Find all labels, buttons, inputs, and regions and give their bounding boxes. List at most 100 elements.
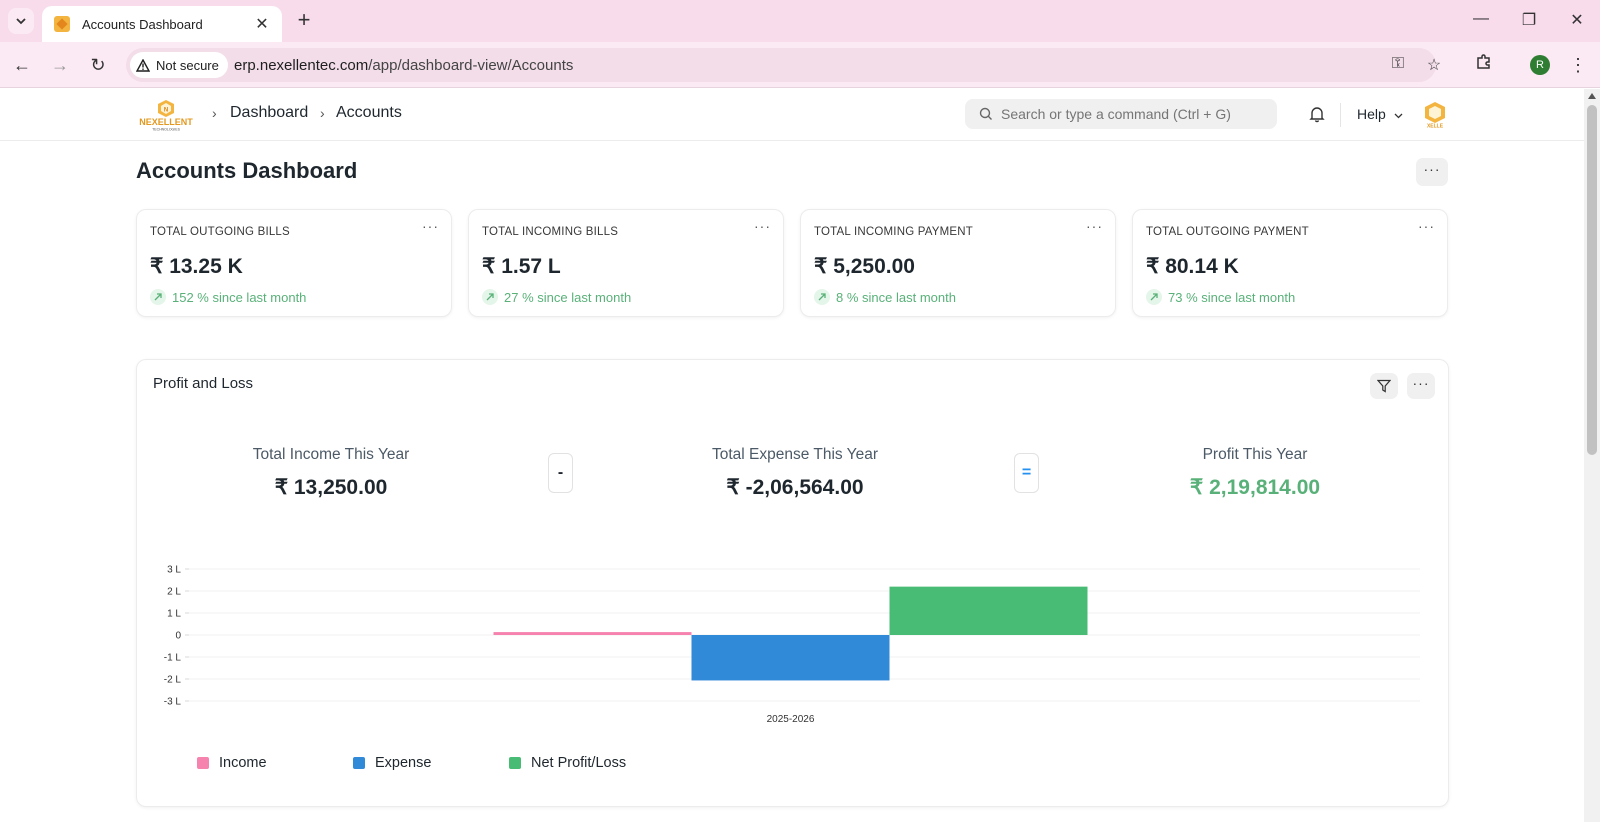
number-card-total-outgoing-payment[interactable]: TOTAL OUTGOING PAYMENT ··· ₹ 80.14 K 73 …: [1132, 209, 1448, 317]
summary-label: Profit This Year: [1202, 446, 1308, 463]
browser-toolbar: ← → ↻ Not secure erp.nexellentec.com/app…: [0, 42, 1600, 88]
trend-up-arrow-icon: [1146, 289, 1162, 305]
number-card-total-outgoing-bills[interactable]: TOTAL OUTGOING BILLS ··· ₹ 13.25 K 152 %…: [136, 209, 452, 317]
warning-icon: [136, 58, 150, 72]
trend-text: 152 % since last month: [172, 289, 307, 305]
trend-text: 73 % since last month: [1168, 289, 1296, 305]
card-value: ₹ 80.14 K: [1146, 255, 1239, 278]
close-icon[interactable]: ✕: [255, 16, 269, 33]
card-menu-button[interactable]: ···: [754, 218, 771, 234]
scroll-up-arrow-icon[interactable]: [1588, 93, 1596, 99]
forward-arrow-icon[interactable]: →: [51, 55, 69, 75]
card-trend: 8 % since last month: [814, 289, 956, 305]
url-path: /app/dashboard-view/Accounts: [368, 57, 574, 74]
bar-net-profit-loss: [889, 586, 1088, 635]
profit-and-loss-chart-card: Profit and Loss ··· Total Income This Ye…: [136, 359, 1449, 807]
bar-expense: [691, 635, 890, 681]
tab-title: Accounts Dashboard: [82, 16, 203, 32]
help-label: Help: [1357, 106, 1386, 122]
reload-icon[interactable]: ↻: [90, 55, 106, 75]
address-bar[interactable]: Not secure erp.nexellentec.com/app/dashb…: [126, 48, 1441, 82]
card-trend: 27 % since last month: [482, 289, 631, 305]
card-trend: 73 % since last month: [1146, 289, 1295, 305]
summary-total-income: Total Income This Year ₹ 13,250.00: [201, 446, 461, 500]
card-value: ₹ 13.25 K: [150, 255, 243, 278]
number-card-total-incoming-bills[interactable]: TOTAL INCOMING BILLS ··· ₹ 1.57 L 27 % s…: [468, 209, 784, 317]
legend-item-income[interactable]: Income: [197, 755, 267, 771]
awesomebar[interactable]: [965, 99, 1277, 129]
url-text[interactable]: erp.nexellentec.com/app/dashboard-view/A…: [234, 57, 573, 74]
url-host: erp.nexellentec.com: [234, 57, 369, 74]
security-chip[interactable]: Not secure: [130, 52, 228, 78]
card-title: TOTAL INCOMING PAYMENT: [814, 226, 974, 238]
tab-search-button[interactable]: [8, 8, 34, 34]
window-close-icon[interactable]: ✕: [1570, 12, 1584, 29]
filter-icon: [1377, 379, 1391, 393]
x-tick-label: 2025-2026: [767, 714, 815, 725]
y-tick-label: 2 L: [167, 587, 181, 598]
card-menu-button[interactable]: ···: [422, 218, 439, 234]
legend-label: Net Profit/Loss: [531, 755, 627, 771]
chart-more-button[interactable]: ···: [1407, 373, 1435, 399]
summary-value: ₹ 13,250.00: [274, 476, 388, 499]
restore-icon[interactable]: ❐: [1521, 12, 1537, 29]
breadcrumb-dashboard[interactable]: Dashboard: [230, 104, 309, 121]
header-divider: [1340, 103, 1341, 127]
card-menu-button[interactable]: ···: [1418, 218, 1435, 234]
chart-title: Profit and Loss: [153, 375, 254, 392]
security-label: Not secure: [156, 57, 219, 73]
legend-item-expense[interactable]: Expense: [353, 755, 431, 771]
breadcrumb-accounts[interactable]: Accounts: [336, 104, 402, 121]
new-tab-plus-icon[interactable]: +: [297, 7, 311, 32]
legend-swatch: [197, 757, 209, 769]
legend-label: Income: [219, 755, 267, 771]
extensions-puzzle-icon[interactable]: [1472, 53, 1496, 77]
number-card-total-incoming-payment[interactable]: TOTAL INCOMING PAYMENT ··· ₹ 5,250.00 8 …: [800, 209, 1116, 317]
card-title: TOTAL OUTGOING BILLS: [150, 226, 290, 238]
summary-profit: Profit This Year ₹ 2,19,814.00: [1125, 446, 1385, 500]
y-tick-label: -3 L: [164, 697, 182, 708]
y-tick-label: -1 L: [164, 653, 182, 664]
chevron-down-icon: [16, 17, 26, 24]
dashboard-more-button[interactable]: ···: [1416, 158, 1448, 186]
bookmark-star-icon[interactable]: ☆: [1426, 57, 1442, 74]
card-trend: 152 % since last month: [150, 289, 306, 305]
card-title: TOTAL INCOMING BILLS: [482, 226, 619, 238]
svg-text:XELLE: XELLE: [1427, 124, 1444, 130]
card-menu-button[interactable]: ···: [1086, 218, 1103, 234]
card-value: ₹ 5,250.00: [814, 255, 915, 278]
breadcrumb-chevron-icon: ›: [320, 105, 325, 121]
page-title: Accounts Dashboard: [136, 158, 358, 183]
nexellent-logo[interactable]: N NEXELLENT TECHNOLOGIES: [136, 98, 196, 132]
legend-item-net-profit-loss[interactable]: Net Profit/Loss: [509, 755, 626, 771]
breadcrumb-chevron-icon: ›: [212, 105, 217, 121]
back-arrow-icon[interactable]: ←: [13, 55, 31, 75]
key-icon[interactable]: ⚿: [1391, 55, 1405, 72]
notification-bell-icon[interactable]: [1308, 105, 1326, 123]
equals-operator: =: [1014, 453, 1039, 493]
chevron-down-icon: [1394, 113, 1403, 119]
browser-tab-strip: Accounts Dashboard ✕ + — ❐ ✕: [0, 0, 1600, 42]
y-tick-label: 1 L: [167, 609, 181, 620]
y-tick-label: -2 L: [164, 675, 182, 686]
browser-menu-icon[interactable]: ⋮: [1569, 55, 1587, 75]
user-avatar[interactable]: XELLE: [1420, 101, 1450, 129]
browser-tab[interactable]: Accounts Dashboard ✕: [42, 6, 282, 42]
minus-operator: -: [548, 453, 573, 493]
search-input[interactable]: [1001, 99, 1271, 129]
trend-text: 8 % since last month: [836, 289, 956, 305]
summary-label: Total Expense This Year: [711, 446, 879, 463]
legend-label: Expense: [375, 755, 432, 771]
help-dropdown[interactable]: Help: [1357, 106, 1403, 122]
minimize-icon[interactable]: —: [1473, 10, 1489, 27]
filter-button[interactable]: [1370, 373, 1398, 399]
svg-text:TECHNOLOGIES: TECHNOLOGIES: [152, 128, 180, 132]
trend-up-arrow-icon: [482, 289, 498, 305]
site-favicon-icon: [54, 16, 70, 32]
trend-up-arrow-icon: [150, 289, 166, 305]
card-value: ₹ 1.57 L: [482, 255, 561, 278]
scroll-thumb[interactable]: [1587, 105, 1597, 455]
bar-income: [493, 632, 692, 635]
profile-avatar[interactable]: R: [1530, 55, 1550, 75]
page-scrollbar[interactable]: [1584, 89, 1600, 822]
